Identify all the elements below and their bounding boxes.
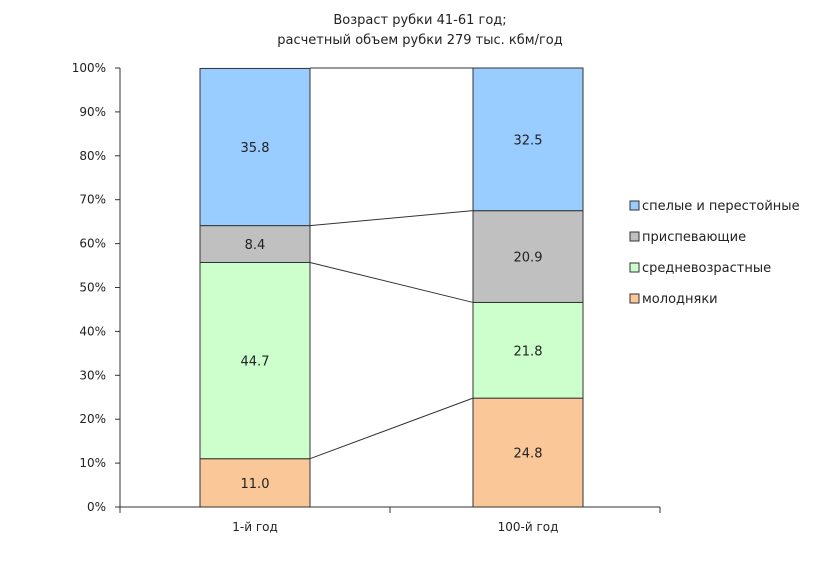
bar-segment-2-0 [199,225,311,263]
data-label: 44.7 [241,355,270,370]
legend-swatch [629,231,640,242]
data-label: 20.9 [514,251,543,266]
y-tick-label: 20% [79,412,106,426]
x-tick-label: 1-й год [232,520,278,534]
chart-title: Возраст рубки 41-61 год; расчетный объем … [277,13,562,48]
data-label: 8.4 [245,238,266,253]
series-line-2 [309,261,474,303]
y-tick-label: 100% [72,61,106,75]
legend-swatch [629,200,640,211]
bar-segment-2-1 [472,210,584,303]
data-label: 32.5 [514,133,543,148]
legend-label: средневозрастные [642,261,771,276]
y-tick-label: 70% [79,193,106,207]
y-tick-label: 60% [79,237,106,251]
legend-swatch [629,262,640,273]
bar-segment-1-1 [472,301,584,399]
legend-label: спелые и перестойные [642,199,800,214]
data-labels: 11.0 24.8 44.7 21.8 8.4 20.9 35.8 32.5 [241,133,543,492]
legend: спелые и перестойные приспевающие среднево… [629,199,800,307]
series-line-3 [309,210,474,227]
y-tick-label: 80% [79,149,106,163]
legend-label: приспевающие [642,230,746,245]
chart-title-line-1: Возраст рубки 41-61 год; [333,13,506,28]
legend-label: молодняки [642,292,718,307]
y-tick-label: 10% [79,456,106,470]
series-line-1 [309,397,474,460]
bar-segment-1-0 [199,261,311,460]
bar-segment-3-0 [199,67,311,227]
data-label: 35.8 [241,141,270,156]
y-tick-label: 30% [79,368,106,382]
y-tick-label: 0% [87,500,106,514]
chart-title-line-2: расчетный объем рубки 279 тыс. кбм/год [277,33,562,48]
series-lines [309,67,474,460]
bar-segment-3-1 [472,67,584,212]
axes: 0% 10% 20% 30% 40% 50% 60% 70% 80% 90% 100% 1-й год… [72,61,661,534]
bar-segment-0-1 [472,397,584,508]
data-label: 24.8 [514,447,543,462]
legend-swatch [629,293,640,304]
data-label: 21.8 [514,344,543,359]
x-tick-label: 100-й год [498,520,559,534]
data-label: 11.0 [241,477,270,492]
bars [199,67,584,508]
y-tick-label: 40% [79,324,106,338]
y-tick-label: 90% [79,105,106,119]
y-tick-label: 50% [79,281,106,295]
